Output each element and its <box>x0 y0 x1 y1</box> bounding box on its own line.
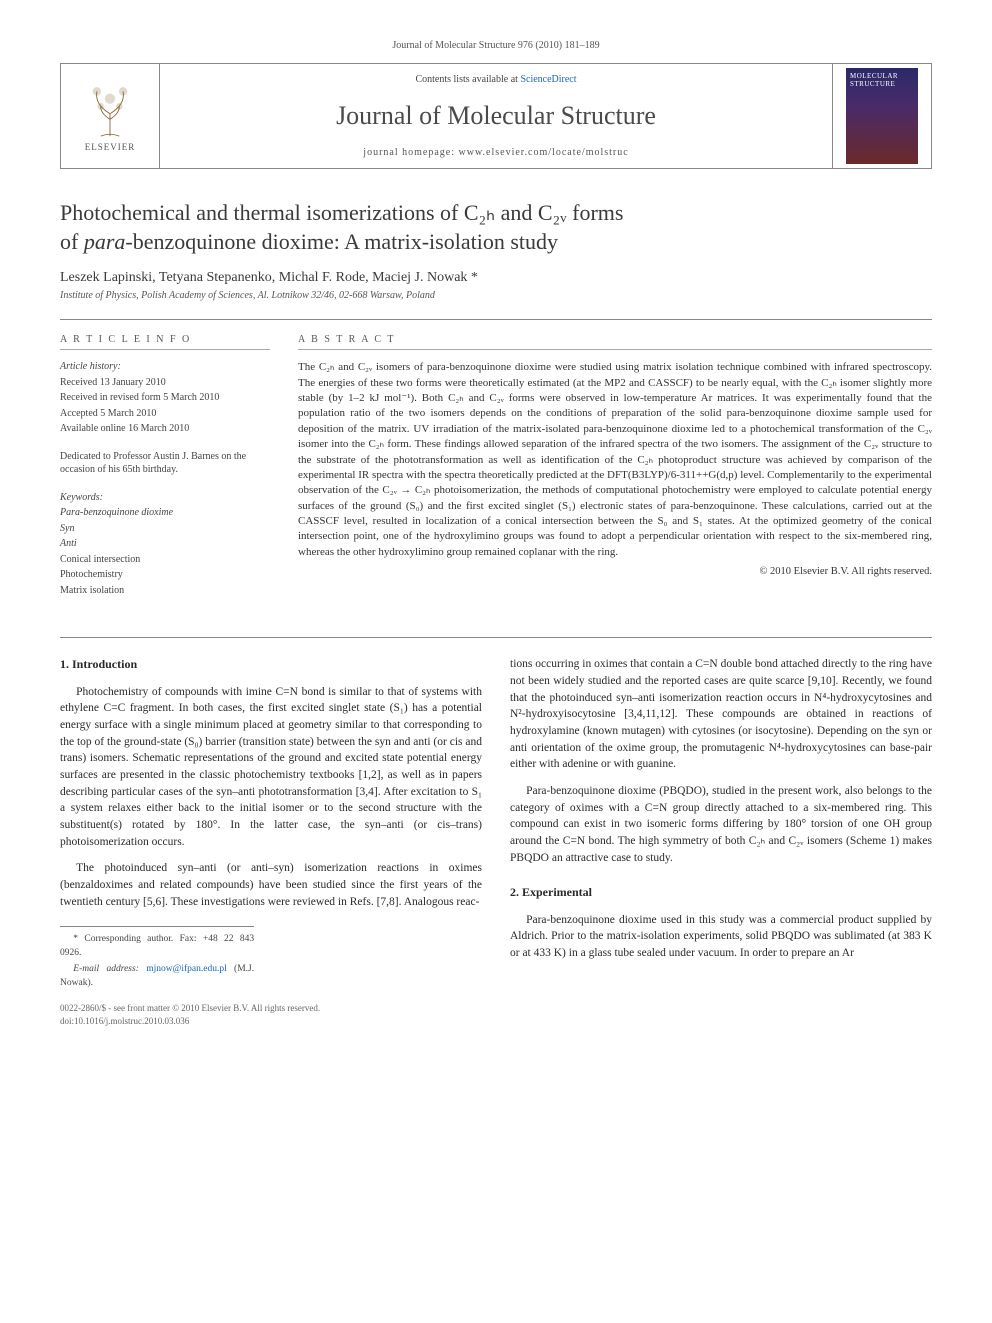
authors: Leszek Lapinski, Tetyana Stepanenko, Mic… <box>60 270 932 286</box>
keyword-5: Photochemistry <box>60 568 270 582</box>
meta-row: A R T I C L E I N F O Article history: R… <box>60 319 932 611</box>
doi-line: doi:10.1016/j.molstruc.2010.03.036 <box>60 1015 482 1028</box>
contents-available-line: Contents lists available at ScienceDirec… <box>168 74 824 85</box>
dedication-block: Dedicated to Professor Austin J. Barnes … <box>60 450 270 477</box>
homepage-line: journal homepage: www.elsevier.com/locat… <box>168 147 824 158</box>
keyword-2: Syn <box>60 522 270 536</box>
col2-para-2: Para-benzoquinone dioxime (PBQDO), studi… <box>510 783 932 866</box>
abstract-text: The C₂ₕ and C₂ᵥ isomers of para-benzoqui… <box>298 360 932 560</box>
affiliation: Institute of Physics, Polish Academy of … <box>60 290 932 301</box>
body-col-left: 1. Introduction Photochemistry of compou… <box>60 656 482 1028</box>
cover-thumb-block: MOLECULAR STRUCTURE <box>832 64 931 168</box>
keyword-1: Para-benzoquinone dioxime <box>60 506 270 520</box>
history-online: Available online 16 March 2010 <box>60 422 270 436</box>
col2-para-1: tions occurring in oximes that contain a… <box>510 656 932 773</box>
page: Journal of Molecular Structure 976 (2010… <box>0 0 992 1068</box>
abstract-block: A B S T R A C T The C₂ₕ and C₂ᵥ isomers … <box>298 334 932 611</box>
keyword-3: Anti <box>60 537 270 551</box>
sec1-para-2: The photoinduced syn–anti (or anti–syn) … <box>60 860 482 910</box>
publisher-logo-block: ELSEVIER <box>61 64 160 168</box>
body-columns: 1. Introduction Photochemistry of compou… <box>60 637 932 1028</box>
cover-thumb-title: MOLECULAR STRUCTURE <box>850 72 914 88</box>
abstract-heading: A B S T R A C T <box>298 334 932 350</box>
section-1-heading: 1. Introduction <box>60 656 482 673</box>
article-title: Photochemical and thermal isomerizations… <box>60 199 932 256</box>
corresponding-author: * Corresponding author. Fax: +48 22 843 … <box>60 933 254 961</box>
masthead-center: Contents lists available at ScienceDirec… <box>160 64 832 168</box>
article-info: A R T I C L E I N F O Article history: R… <box>60 334 270 611</box>
front-matter-line: 0022-2860/$ - see front matter © 2010 El… <box>60 1002 482 1028</box>
running-head: Journal of Molecular Structure 976 (2010… <box>60 40 932 51</box>
keywords-label: Keywords: <box>60 491 270 505</box>
history-revised: Received in revised form 5 March 2010 <box>60 391 270 405</box>
section-2-heading: 2. Experimental <box>510 884 932 901</box>
masthead: ELSEVIER Contents lists available at Sci… <box>60 63 932 169</box>
kw3-text: Anti <box>60 538 77 549</box>
homepage-label: journal homepage: <box>363 147 458 158</box>
title-line-1: Photochemical and thermal isomerizations… <box>60 200 623 225</box>
kw2-text: Syn <box>60 523 74 534</box>
sec1-para-1: Photochemistry of compounds with imine C… <box>60 684 482 851</box>
history-block: Article history: Received 13 January 201… <box>60 360 270 436</box>
keyword-6: Matrix isolation <box>60 584 270 598</box>
email-link[interactable]: mjnow@ifpan.edu.pl <box>146 964 227 974</box>
sciencedirect-link[interactable]: ScienceDirect <box>520 74 576 85</box>
keywords-block: Keywords: Para-benzoquinone dioxime Syn … <box>60 491 270 598</box>
article-info-heading: A R T I C L E I N F O <box>60 334 270 350</box>
body-col-right: tions occurring in oximes that contain a… <box>510 656 932 1028</box>
email-label: E-mail address: <box>73 964 146 974</box>
journal-name: Journal of Molecular Structure <box>168 101 824 131</box>
footnotes: * Corresponding author. Fax: +48 22 843 … <box>60 926 254 990</box>
email-line: E-mail address: mjnow@ifpan.edu.pl (M.J.… <box>60 963 254 991</box>
journal-cover-thumb: MOLECULAR STRUCTURE <box>846 68 918 164</box>
homepage-url[interactable]: www.elsevier.com/locate/molstruc <box>459 147 629 158</box>
sec2-para-1: Para-benzoquinone dioxime used in this s… <box>510 912 932 962</box>
history-label: Article history: <box>60 360 270 374</box>
publisher-label: ELSEVIER <box>85 142 136 152</box>
history-accepted: Accepted 5 March 2010 <box>60 407 270 421</box>
abstract-copyright: © 2010 Elsevier B.V. All rights reserved… <box>298 566 932 577</box>
front-matter-1: 0022-2860/$ - see front matter © 2010 El… <box>60 1002 482 1015</box>
elsevier-tree-icon <box>80 80 140 140</box>
title-line-2: of para-benzoquinone dioxime: A matrix-i… <box>60 229 558 254</box>
contents-prefix: Contents lists available at <box>415 74 520 85</box>
kw1-text: Para-benzoquinone dioxime <box>60 507 173 518</box>
dedication-text: Dedicated to Professor Austin J. Barnes … <box>60 450 270 477</box>
keyword-4: Conical intersection <box>60 553 270 567</box>
history-received: Received 13 January 2010 <box>60 376 270 390</box>
